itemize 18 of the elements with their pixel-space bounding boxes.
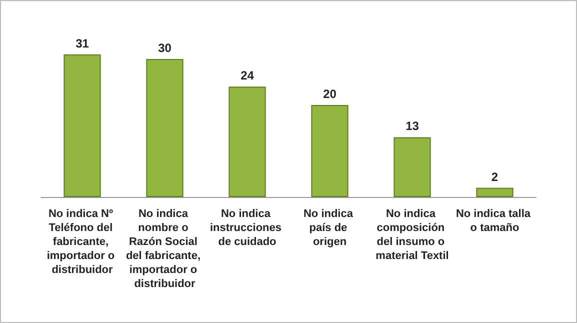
bar	[394, 137, 431, 197]
bar	[476, 188, 514, 197]
x-tick-label: No indica Nº Teléfono del fabricante, importador o distribuidor	[46, 208, 118, 276]
data-label: 30	[158, 41, 172, 55]
bar	[146, 59, 184, 197]
data-label: 2	[491, 170, 498, 184]
bar	[64, 54, 101, 197]
data-label: 20	[323, 87, 337, 101]
x-tick-label: No indica composición del insumo o material Textil	[376, 208, 449, 262]
bar	[228, 86, 266, 197]
data-label: 13	[406, 119, 420, 134]
x-tick-label: No indica país de origen	[303, 208, 356, 248]
x-tick-label: No indica talla o tamaño	[456, 208, 534, 234]
bar	[311, 105, 348, 197]
data-label: 24	[240, 68, 254, 83]
x-tick-label: No indica instrucciones de cuidado	[210, 208, 285, 248]
x-tick-label: No indica nombre o Razón Social del fabricante, importador o distribuidor	[126, 208, 204, 290]
data-label: 31	[76, 36, 90, 50]
